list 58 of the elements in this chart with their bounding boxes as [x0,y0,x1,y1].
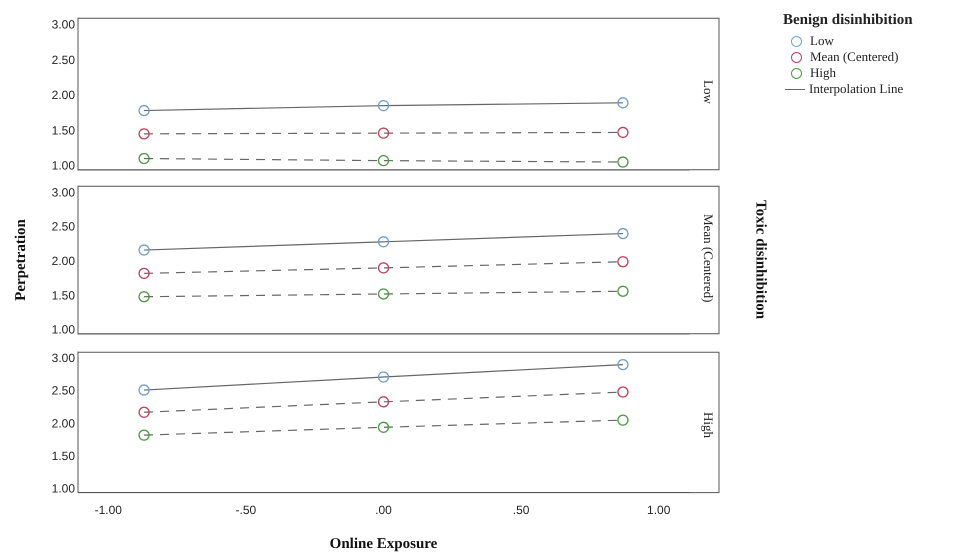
point [138,152,150,164]
y-tick-label: 2.50 [52,384,76,398]
y-tick-label: 3.00 [52,18,76,32]
y-tick-label: 1.00 [52,322,76,337]
point [617,256,629,268]
point [378,236,390,248]
y-tick-label: 2.00 [52,88,76,102]
y-tick-label: 1.50 [52,448,76,463]
point [617,358,629,370]
point [617,386,629,398]
point [617,286,629,297]
text: Toxic disinhibition [752,199,770,322]
y-tick-label: 1.00 [52,158,76,173]
x-tick-label: -.50 [236,503,257,518]
y-tick-label: 2.50 [52,52,76,67]
point [378,100,390,112]
x-tick-label: 1.00 [647,503,671,518]
x-tick-label: .00 [375,503,392,518]
point [378,371,390,383]
legend-label: Low [810,33,834,49]
point [617,97,629,108]
y-tick-label: 1.50 [52,123,76,138]
point [378,127,390,139]
y-axis-title: Perpetration [12,218,29,301]
point [378,262,390,274]
point [138,128,150,140]
point [378,288,390,300]
x-tick-label: -1.00 [94,503,122,518]
x-axis-title: Online Exposure [330,536,438,552]
point [378,154,390,166]
y-tick-label: 3.00 [52,185,76,200]
y-tick-label: 3.00 [52,351,76,366]
y-tick-label: 2.00 [52,416,76,430]
point [138,384,150,396]
y-tick-label: 2.50 [52,220,76,234]
legend-title: Benign disinhibition [783,12,913,29]
y-tick-label: 1.00 [52,482,76,496]
y-tick-label: 2.00 [52,254,76,268]
point [138,244,150,256]
y-tick-label: 1.50 [52,288,76,302]
text: Interpolation Line [809,81,904,97]
point [138,291,150,302]
point [138,268,150,280]
y2-axis-title: Mean (Centered) [700,212,717,304]
point [138,406,150,418]
legend-label: High [810,65,836,81]
point [378,422,390,433]
x-tick-label: .50 [512,503,530,518]
point [617,156,629,168]
point [138,104,150,116]
point [138,429,150,441]
point [617,414,629,426]
point [378,396,390,408]
y2-axis-title: High [700,410,717,440]
point [617,228,629,240]
y2-axis-title: Low [700,79,717,106]
legend-label: Mean (Centered) [810,49,898,65]
point [617,126,629,138]
